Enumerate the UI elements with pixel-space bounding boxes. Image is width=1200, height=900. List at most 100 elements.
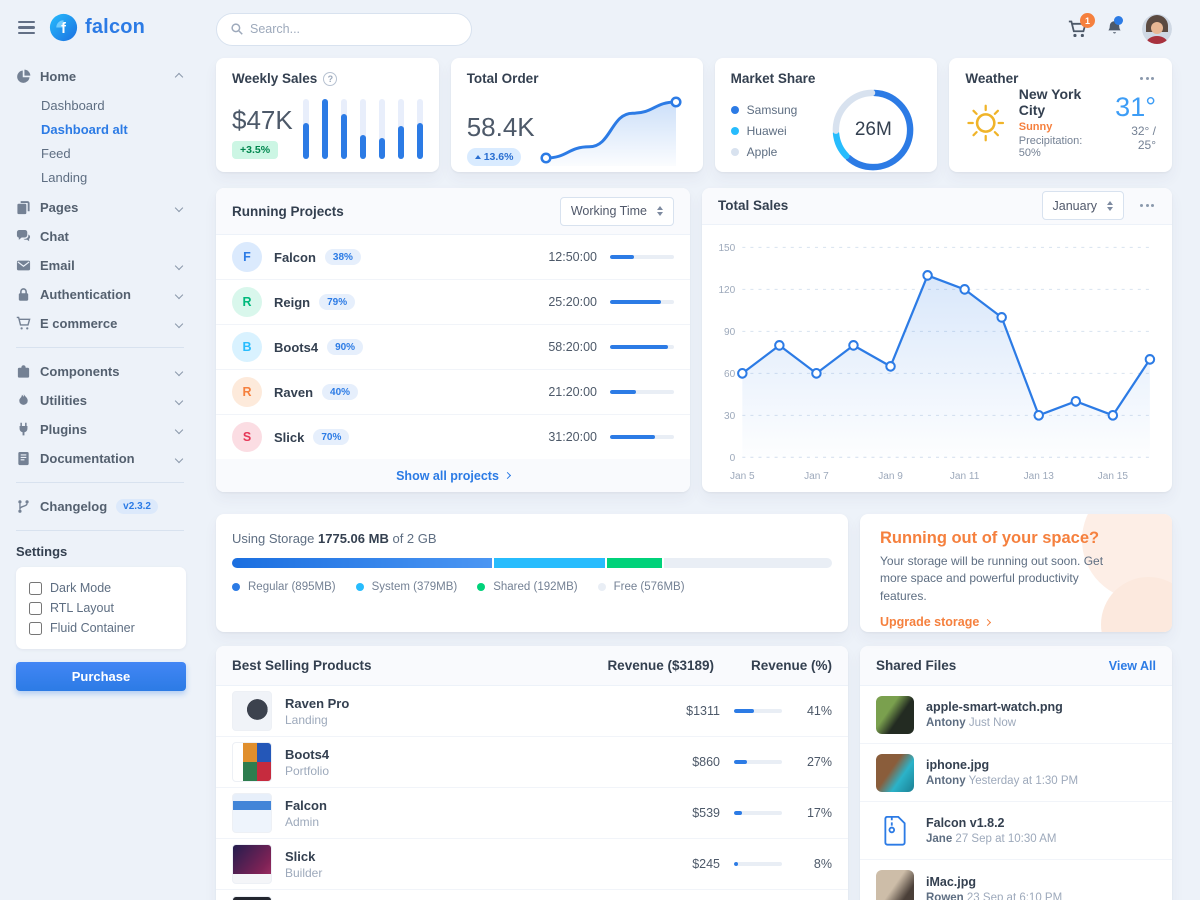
total-order-line-chart bbox=[540, 96, 682, 166]
chat-icon bbox=[16, 229, 31, 242]
chevron-up-icon bbox=[174, 72, 184, 81]
legend-system: System (379MB) bbox=[355, 581, 457, 593]
project-name[interactable]: Raven bbox=[274, 384, 314, 400]
weekly-sales-bar-chart bbox=[302, 99, 423, 159]
chevron-down-icon bbox=[174, 367, 184, 376]
project-name[interactable]: Slick bbox=[274, 429, 305, 445]
sidebar-item-dashboard-alt[interactable]: Dashboard alt bbox=[41, 121, 128, 137]
revenue-column-header: Revenue ($3189) bbox=[607, 658, 714, 673]
svg-text:Jan 7: Jan 7 bbox=[804, 471, 829, 482]
cart-badge: 1 bbox=[1080, 13, 1095, 28]
chevron-down-icon bbox=[174, 319, 184, 328]
file-thumbnail bbox=[876, 695, 914, 734]
total-order-title: Total Order bbox=[466, 71, 539, 86]
fluid-container-toggle[interactable]: Fluid Container bbox=[29, 618, 173, 638]
sidebar-item-plugins[interactable]: Plugins bbox=[16, 415, 186, 444]
upgrade-storage-link[interactable]: Upgrade storage bbox=[880, 615, 992, 629]
sidebar-item-chat[interactable]: Chat bbox=[16, 222, 186, 251]
file-name[interactable]: iMac.jpg bbox=[926, 874, 977, 889]
cart-button[interactable]: 1 bbox=[1068, 13, 1095, 38]
sidebar-item-dashboard[interactable]: Dashboard bbox=[41, 97, 105, 113]
file-name[interactable]: iphone.jpg bbox=[926, 758, 990, 772]
project-name[interactable]: Boots4 bbox=[274, 339, 319, 355]
product-revenue: $245 bbox=[692, 857, 720, 871]
rtl-layout-toggle[interactable]: RTL Layout bbox=[29, 598, 173, 618]
file-name[interactable]: Falcon v1.8.2 bbox=[926, 816, 1005, 830]
project-avatar: B bbox=[232, 332, 262, 362]
project-name[interactable]: Reign bbox=[274, 294, 311, 310]
weather-card: Weather New York City Sunny Precipitatio… bbox=[949, 58, 1173, 172]
user-avatar[interactable] bbox=[1142, 14, 1172, 44]
file-thumbnail bbox=[876, 753, 914, 792]
fluid-container-checkbox[interactable] bbox=[29, 621, 42, 635]
product-name[interactable]: Falcon bbox=[285, 797, 327, 813]
weather-condition: Sunny bbox=[1018, 121, 1053, 133]
envelope-icon bbox=[16, 260, 31, 271]
sidebar-item-authentication[interactable]: Authentication bbox=[16, 280, 186, 309]
shopping-cart-icon bbox=[16, 316, 31, 330]
product-name[interactable]: Boots4 bbox=[285, 746, 330, 762]
legend-item-huawei: Huawei bbox=[730, 124, 798, 138]
shared-files-card: Shared Files View All apple-smart-watch.… bbox=[860, 646, 1172, 900]
sidebar-item-email[interactable]: Email bbox=[16, 251, 186, 280]
project-name[interactable]: Falcon bbox=[274, 249, 316, 265]
project-row-boots4: B Boots4 90% 58:20:00 bbox=[216, 325, 690, 370]
ellipsis-menu-icon[interactable] bbox=[1138, 73, 1156, 84]
sidebar-item-utilities[interactable]: Utilities bbox=[16, 386, 186, 415]
product-row-boots4: Boots4 Portfolio $860 27% bbox=[216, 737, 848, 788]
rtl-layout-checkbox[interactable] bbox=[29, 601, 42, 615]
project-time: 58:20:00 bbox=[548, 340, 597, 354]
sidebar-item-changelog[interactable]: Changelog v2.3.2 bbox=[16, 492, 186, 521]
sidebar-item-pages[interactable]: Pages bbox=[16, 193, 186, 222]
running-projects-title: Running Projects bbox=[232, 203, 344, 219]
sidebar-item-feed[interactable]: Feed bbox=[41, 145, 71, 161]
topbar: 1 bbox=[216, 12, 1172, 46]
pages-icon bbox=[17, 201, 30, 215]
product-name[interactable]: Slick bbox=[285, 848, 316, 864]
storage-row: Using Storage 1775.06 MB of 2 GB Regular… bbox=[216, 514, 1172, 632]
sidebar-item-home[interactable]: Home bbox=[16, 62, 186, 91]
search-input[interactable] bbox=[250, 22, 457, 36]
sidebar-item-components[interactable]: Components bbox=[16, 357, 186, 386]
svg-text:120: 120 bbox=[718, 285, 735, 296]
weather-title: Weather bbox=[965, 71, 1019, 86]
samsung-dot bbox=[730, 106, 739, 114]
divider bbox=[16, 347, 184, 348]
project-time: 12:50:00 bbox=[548, 250, 597, 264]
search-icon bbox=[231, 23, 243, 35]
help-icon[interactable]: ? bbox=[323, 71, 338, 86]
sidebar-item-landing[interactable]: Landing bbox=[41, 169, 88, 185]
hamburger-menu-icon[interactable] bbox=[16, 19, 37, 37]
search-box[interactable] bbox=[216, 12, 472, 46]
file-name[interactable]: apple-smart-watch.png bbox=[926, 700, 1063, 714]
project-time: 21:20:00 bbox=[548, 385, 597, 399]
notification-dot bbox=[1114, 16, 1123, 25]
product-pct: 27% bbox=[806, 755, 832, 769]
storage-segment-shared bbox=[606, 558, 663, 568]
weather-range: 32° / 25° bbox=[1131, 124, 1157, 153]
dark-mode-checkbox[interactable] bbox=[29, 581, 42, 595]
notifications-button[interactable] bbox=[1106, 16, 1123, 38]
revenue-bar bbox=[734, 709, 782, 713]
working-time-select[interactable]: Working Time bbox=[559, 196, 674, 226]
dark-mode-toggle[interactable]: Dark Mode bbox=[29, 578, 173, 598]
revenue-pct-column-header: Revenue (%) bbox=[750, 658, 832, 673]
shared-files-title: Shared Files bbox=[876, 658, 957, 673]
charts-row: Running Projects Working Time F Falcon 3… bbox=[216, 188, 1172, 492]
purchase-button[interactable]: Purchase bbox=[16, 662, 186, 691]
svg-text:30: 30 bbox=[724, 411, 736, 422]
product-name[interactable]: Raven Pro bbox=[285, 695, 350, 711]
falcon-logo-icon: f bbox=[49, 13, 78, 42]
ellipsis-menu-icon[interactable] bbox=[1138, 200, 1156, 211]
view-all-link[interactable]: View All bbox=[1108, 658, 1156, 673]
total-sales-title: Total Sales bbox=[718, 198, 789, 214]
plug-icon bbox=[19, 422, 28, 436]
falcon-logo[interactable]: f falcon bbox=[49, 13, 145, 42]
market-share-donut-chart: 26M bbox=[829, 86, 917, 174]
sidebar-item-documentation[interactable]: Documentation bbox=[16, 444, 186, 473]
legend-item-apple: Apple bbox=[730, 145, 798, 159]
month-select[interactable]: January bbox=[1041, 191, 1124, 221]
storage-usage-bar bbox=[232, 558, 832, 568]
show-all-projects-link[interactable]: Show all projects bbox=[396, 469, 511, 483]
sidebar-item-ecommerce[interactable]: E commerce bbox=[16, 309, 186, 338]
